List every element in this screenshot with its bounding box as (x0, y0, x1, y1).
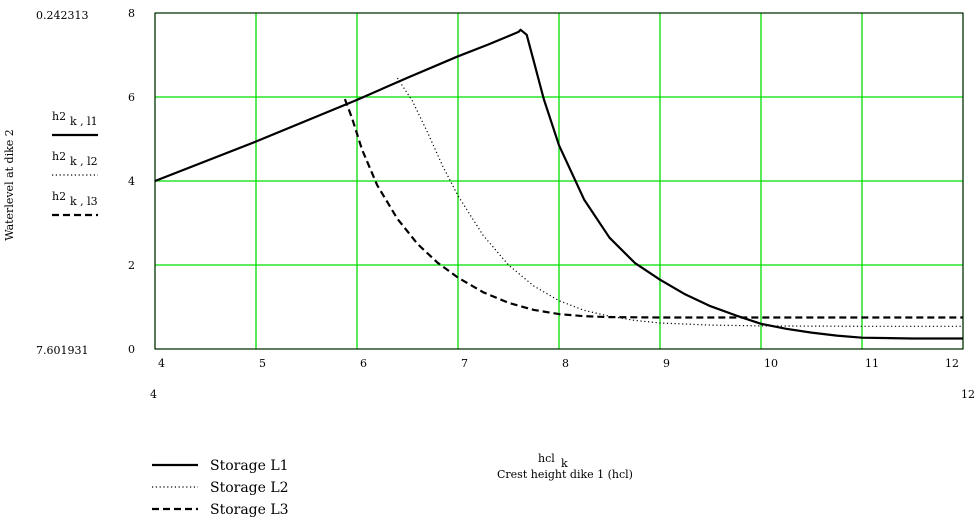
trace-label: h2 (52, 150, 66, 163)
x-range-min-label: 4 (150, 388, 157, 401)
tick-labels: 4 5 6 7 8 9 10 11 12 0 2 4 6 8 (128, 7, 959, 370)
grid (154, 12, 964, 350)
x-range-max-label: 12 (961, 388, 975, 401)
series-line (396, 77, 963, 327)
legend: Storage L1 Storage L2 Storage L3 (152, 458, 289, 518)
legend-label: Storage L1 (210, 458, 289, 474)
trace-label-subscript: k , l3 (70, 195, 98, 208)
x-tick-label: 4 (158, 357, 165, 370)
y-tick-label: 6 (128, 91, 135, 104)
x-tick-label: 5 (259, 357, 266, 370)
trace-label: h2 (52, 190, 66, 203)
series-line (154, 28, 963, 340)
trace-label-subscript: k , l1 (70, 115, 98, 128)
y-tick-label: 8 (128, 7, 135, 20)
x-tick-label: 10 (764, 357, 778, 370)
x-tick-label: 9 (663, 357, 670, 370)
x-tick-label: 8 (562, 357, 569, 370)
y-tick-label: 0 (128, 343, 135, 356)
y-range-min-label: 7.601931 (36, 344, 89, 357)
series-line (343, 98, 963, 319)
y-axis-label: Waterlevel at dike 2 (3, 129, 16, 241)
y-tick-label: 4 (128, 175, 135, 188)
x-variable-subscript: k (561, 457, 568, 470)
legend-label: Storage L2 (210, 480, 289, 496)
trace-label: h2 (52, 110, 66, 123)
series-layer (154, 28, 963, 340)
y-tick-label: 2 (128, 259, 135, 272)
x-variable-name: hcl (538, 452, 555, 465)
x-variable-label: hcl k (538, 452, 568, 470)
legend-label: Storage L3 (210, 502, 289, 518)
trace-legend: h2 k , l1 h2 k , l2 h2 k , l3 (52, 110, 98, 217)
x-tick-label: 7 (461, 357, 468, 370)
x-tick-label: 12 (945, 357, 959, 370)
x-tick-label: 6 (360, 357, 367, 370)
x-axis-label: Crest height dike 1 (hcl) (497, 468, 633, 481)
y-range-max-label: 0.242313 (36, 9, 89, 22)
trace-label-subscript: k , l2 (70, 155, 98, 168)
x-tick-label: 11 (865, 357, 879, 370)
